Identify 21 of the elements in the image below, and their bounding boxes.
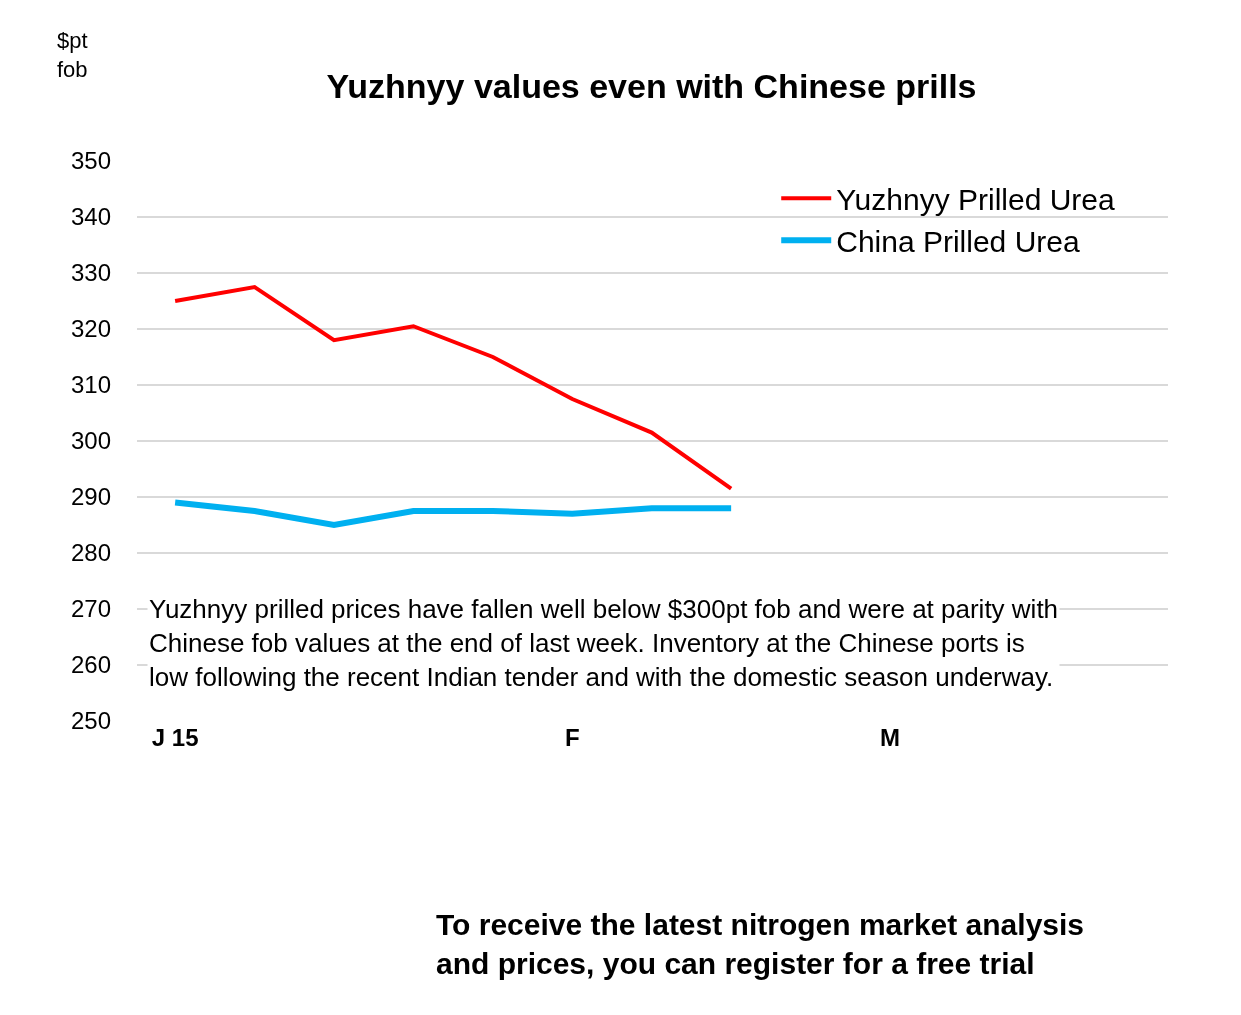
y-tick-label: 290 bbox=[70, 483, 111, 511]
text: To receive the latest nitrogen market analysis and prices, you can register for a free trial bbox=[436, 908, 1085, 980]
x-tick-label: J 15 bbox=[151, 724, 199, 751]
line-series bbox=[173, 285, 734, 491]
y-tick-label: 350 bbox=[70, 147, 111, 175]
chart-title: Yuzhnyy values even with Chinese prills bbox=[326, 67, 977, 106]
y-tick-label: 270 bbox=[70, 595, 111, 623]
annotation: Yuzhnyy prilled prices have fallen well below $300pt fob and were at parity with Chinese fob values at the end of last week. Inventory at the Chinese ports is low following the recent Indian tender and with the domestic season underway. bbox=[149, 594, 1059, 692]
x-tick-label: M bbox=[880, 724, 900, 751]
legend-label: Yuzhnyy Prilled Urea bbox=[836, 182, 1115, 216]
x-tick-label: F bbox=[564, 724, 580, 751]
y-tick-label: 260 bbox=[70, 651, 111, 679]
y-axis-title: $pt fob bbox=[57, 28, 88, 82]
y-tick-label: 300 bbox=[70, 427, 111, 455]
y-tick-label: 320 bbox=[70, 315, 111, 343]
y-tick-label: 340 bbox=[70, 203, 111, 231]
y-tick-label: 330 bbox=[70, 259, 111, 287]
y-tick-label: 310 bbox=[70, 371, 111, 399]
legend-label: China Prilled Urea bbox=[836, 224, 1080, 258]
y-tick-label: 280 bbox=[70, 539, 111, 567]
y-tick-label: 250 bbox=[70, 707, 111, 735]
